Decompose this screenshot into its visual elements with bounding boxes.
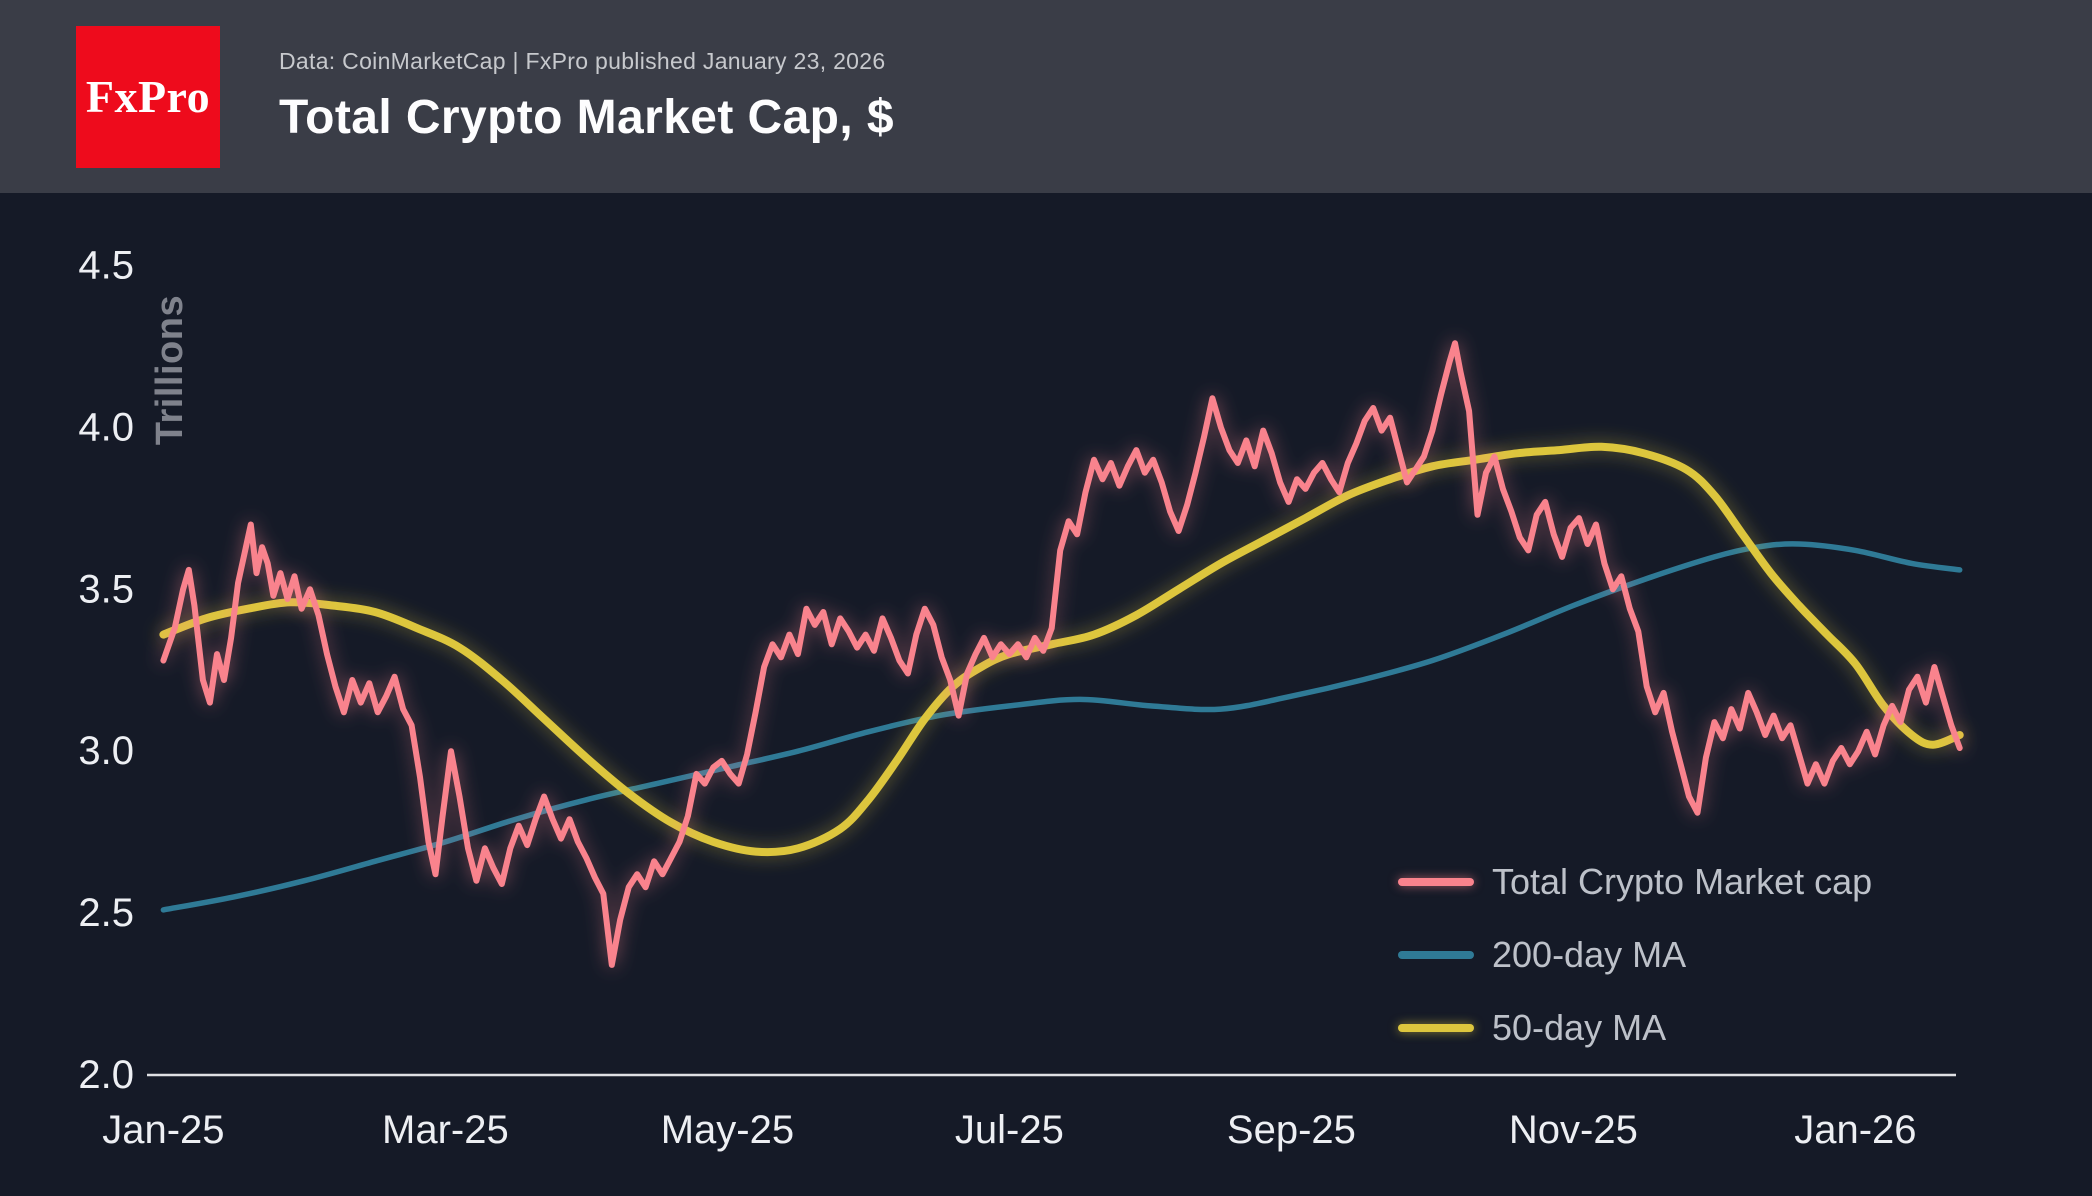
- x-tick-label: Jan-25: [102, 1108, 224, 1152]
- chart-legend: Total Crypto Market cap 200-day MA 50-da…: [1398, 857, 1872, 1052]
- legend-item-50-day-ma: 50-day MA: [1398, 1003, 1872, 1052]
- legend-swatch-50-day-ma: [1398, 1023, 1474, 1032]
- chart-area: 4.5 4.0 3.5 3.0 2.5 2.0 Jan-25 Mar-25 May-25 Jul-…: [0, 193, 2092, 1196]
- series-total-crypto-market-cap: [160, 340, 1963, 968]
- y-axis-title: Trillions: [149, 295, 191, 445]
- series-200-day-ma: [160, 541, 1963, 913]
- legend-item-200-day-ma: 200-day MA: [1398, 930, 1872, 979]
- source-attribution: Data: CoinMarketCap | FxPro published Ja…: [279, 48, 886, 74]
- fxpro-logo: FxPro: [76, 25, 220, 168]
- page-title: Total Crypto Market Cap, $: [279, 91, 894, 144]
- y-tick-label: 4.0: [78, 405, 134, 449]
- market-cap-line-chart: 4.5 4.0 3.5 3.0 2.5 2.0 Jan-25 Mar-25 May-25 Jul-…: [78, 244, 1964, 1152]
- legend-label-50-day-ma: 50-day MA: [1492, 1006, 1667, 1048]
- legend-swatch-200-day-ma: [1398, 950, 1474, 959]
- fxpro-logo-text: FxPro: [85, 71, 211, 122]
- legend-label-200-day-ma: 200-day MA: [1492, 933, 1687, 975]
- y-tick-label: 4.5: [78, 244, 134, 288]
- x-tick-label: May-25: [661, 1108, 794, 1152]
- y-tick-label: 3.5: [78, 567, 134, 611]
- header-bar: FxPro Data: CoinMarketCap | FxPro publis…: [0, 0, 2092, 193]
- x-tick-label: Jan-26: [1794, 1108, 1916, 1152]
- x-tick-label: Mar-25: [382, 1108, 509, 1152]
- legend-swatch-total-market-cap: [1398, 877, 1474, 886]
- legend-item-total-market-cap: Total Crypto Market cap: [1398, 857, 1872, 906]
- header-titles: Data: CoinMarketCap | FxPro published Ja…: [279, 48, 894, 145]
- y-tick-label: 3.0: [78, 729, 134, 773]
- y-tick-label: 2.5: [78, 891, 134, 935]
- series-50-day-ma: [159, 442, 1964, 857]
- x-tick-label: Nov-25: [1509, 1108, 1638, 1152]
- x-tick-label: Sep-25: [1227, 1108, 1356, 1152]
- y-tick-label: 2.0: [78, 1053, 134, 1097]
- x-tick-label: Jul-25: [955, 1108, 1064, 1152]
- legend-label-total-market-cap: Total Crypto Market cap: [1492, 860, 1873, 902]
